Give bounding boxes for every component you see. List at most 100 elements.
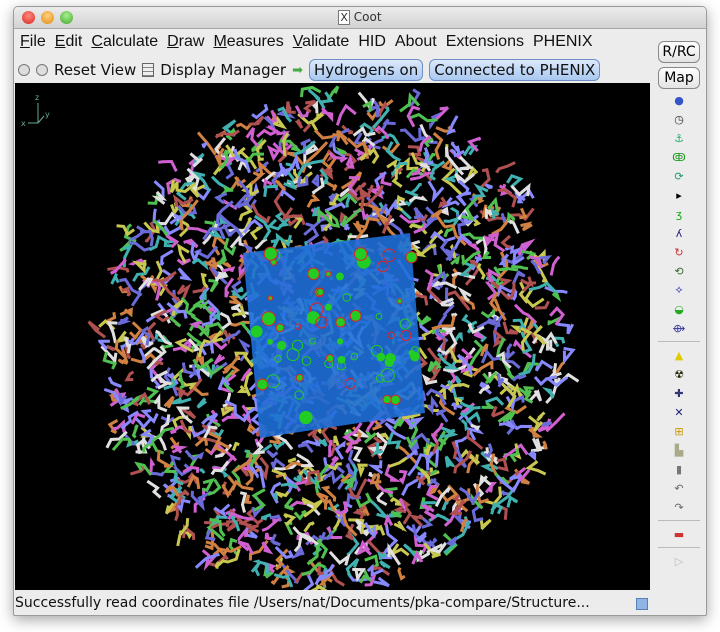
expand-arrow-icon[interactable]: ▷ (674, 554, 684, 568)
bond (311, 100, 319, 114)
hydrogens-toggle[interactable]: Hydrogens on (308, 59, 424, 81)
bond (326, 85, 340, 101)
sidechain-icon[interactable]: ◒ (674, 302, 684, 316)
bond (214, 129, 240, 139)
minimize-button[interactable] (41, 11, 54, 24)
rotamer-icon[interactable]: ↂ (672, 150, 686, 164)
bond (305, 222, 320, 244)
bond (220, 406, 238, 417)
phenix-connection-toggle[interactable]: Connected to PHENIX (429, 59, 601, 81)
bond (454, 397, 463, 406)
zoom-button[interactable] (60, 11, 73, 24)
bond (176, 518, 190, 547)
menu-edit[interactable]: Edit (54, 33, 83, 50)
bond (371, 105, 380, 118)
bond (270, 116, 288, 130)
bond (340, 473, 352, 483)
add-atom-icon[interactable]: ✚ (674, 386, 684, 400)
flip-icon[interactable]: ⟳ (674, 169, 684, 183)
rotate-translate-icon[interactable]: ↻ (674, 245, 684, 259)
radiation-icon[interactable]: ☢ (674, 367, 684, 381)
bond (217, 249, 227, 266)
bond (140, 343, 146, 350)
title-bar: X Coot (14, 7, 706, 29)
clock-icon[interactable]: ◷ (674, 112, 684, 126)
stop-icon[interactable] (36, 64, 48, 76)
bond (497, 267, 519, 272)
molecule-viewport[interactable]: z x y (15, 83, 650, 590)
menu-file[interactable]: File (20, 33, 46, 50)
bond (221, 119, 237, 137)
bond (320, 224, 333, 232)
mutate-icon[interactable]: ⟡ (675, 283, 683, 296)
bond (316, 571, 334, 582)
bond (142, 386, 160, 404)
regularize-icon[interactable]: ʎ (675, 226, 683, 240)
display-manager-button[interactable]: Display Manager (160, 61, 287, 79)
refine-icon[interactable]: ʒ (675, 207, 683, 221)
bond (356, 463, 368, 478)
bond (364, 184, 384, 208)
bond (465, 411, 481, 424)
menu-extensions[interactable]: Extensions (445, 33, 524, 50)
add-residue-icon[interactable]: ✕ (674, 405, 684, 419)
bond (408, 112, 438, 123)
bond (506, 343, 516, 361)
menu-hid[interactable]: HID (358, 33, 386, 50)
undo-icon[interactable]: ↶ (674, 481, 684, 495)
density-blob (307, 267, 320, 281)
bond (397, 567, 406, 581)
density-map-box (243, 233, 425, 438)
anchor-icon[interactable]: ⚓ (674, 131, 684, 145)
bond (345, 438, 362, 454)
menu-calculate[interactable]: Calculate (91, 33, 159, 50)
menu-draw[interactable]: Draw (167, 33, 205, 50)
bond (175, 181, 195, 201)
redo-icon[interactable]: ↷ (674, 500, 684, 514)
menu-validate[interactable]: Validate (292, 33, 350, 50)
flag-icon[interactable]: ▬ (673, 527, 685, 541)
torsion-icon[interactable]: ⟲ (674, 264, 684, 278)
bond (383, 513, 394, 526)
bond (243, 371, 254, 397)
bond (346, 137, 369, 155)
bond (272, 439, 288, 451)
reset-view-button[interactable]: Reset View (54, 61, 137, 79)
density-blob (375, 313, 383, 320)
bond (480, 309, 496, 319)
add-terminal-icon[interactable]: ⊞ (674, 424, 684, 438)
chain-icon[interactable]: ⟴ (672, 321, 686, 335)
bond (496, 457, 509, 472)
bond (260, 513, 272, 521)
bond (488, 291, 499, 312)
bond (275, 232, 293, 248)
warning-icon[interactable]: ▲ (674, 348, 684, 362)
bond (335, 146, 348, 156)
bond (178, 371, 185, 390)
bond (223, 363, 241, 376)
close-button[interactable] (22, 11, 35, 24)
bond (396, 444, 419, 465)
bond (377, 551, 388, 561)
menu-phenix[interactable]: PHENIX (532, 33, 593, 50)
bond (105, 430, 128, 449)
map-button[interactable]: Map (658, 67, 700, 89)
bond (342, 512, 358, 537)
bond (287, 457, 297, 463)
stamp-icon[interactable]: ▙ (674, 443, 684, 457)
bond (207, 478, 222, 496)
play-icon[interactable] (18, 64, 30, 76)
triangle-right-icon[interactable]: ▸ (676, 188, 682, 202)
rrc-button[interactable]: R/RC (658, 41, 700, 63)
menu-measures[interactable]: Measures (213, 33, 284, 50)
bond (512, 338, 533, 359)
bond (163, 395, 175, 409)
bond (476, 262, 486, 280)
trash-icon[interactable]: ▮ (675, 462, 683, 476)
sphere-icon[interactable]: ● (674, 93, 684, 107)
menu-about[interactable]: About (394, 33, 437, 50)
bond (169, 425, 185, 435)
bond (493, 298, 507, 322)
bond (289, 500, 309, 508)
bond (306, 193, 321, 208)
